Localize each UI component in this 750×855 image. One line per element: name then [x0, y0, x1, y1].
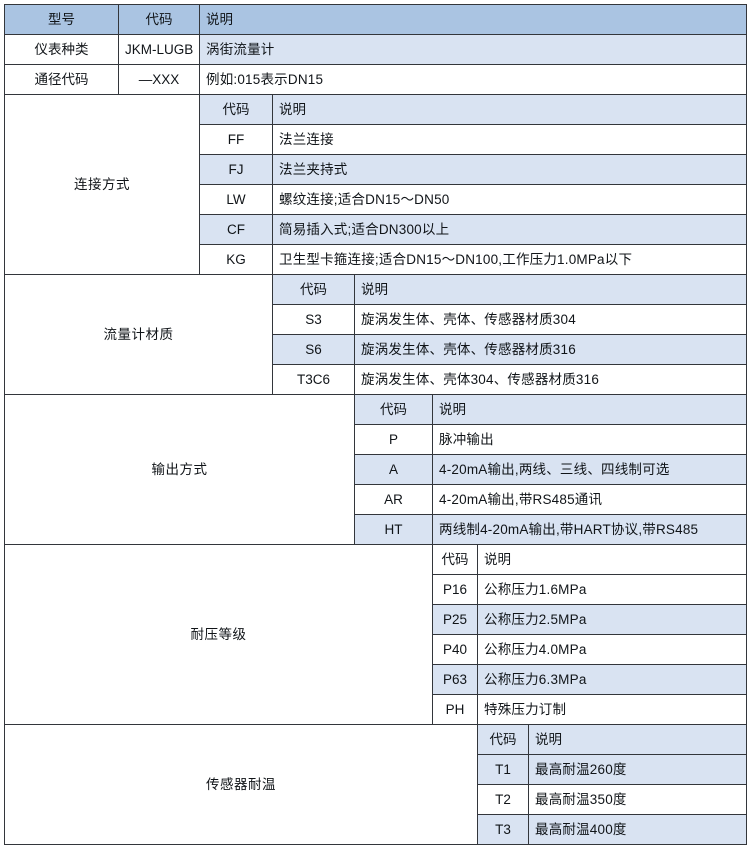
- row-desc: 涡街流量计: [198, 34, 748, 65]
- row-desc: 最高耐温350度: [527, 784, 748, 815]
- row-desc: 旋涡发生体、壳体、传感器材质304: [353, 304, 748, 335]
- row-code: AR: [354, 484, 433, 515]
- row-desc: 法兰夹持式: [271, 154, 748, 185]
- table-row: P25 公称压力2.5MPa: [5, 604, 748, 635]
- row-code: S6: [272, 334, 355, 365]
- group-label-4: 耐压等级: [4, 544, 433, 725]
- group-subheader-desc: 说明: [431, 394, 748, 425]
- table-row: T3 最高耐温400度: [5, 814, 748, 845]
- row-desc: 特殊压力订制: [476, 694, 748, 725]
- row-desc: 4-20mA输出,两线、三线、四线制可选: [431, 454, 748, 485]
- group-label-1: 连接方式: [4, 94, 200, 275]
- group-subheader-code: 代码: [272, 274, 355, 305]
- row-code: P25: [432, 604, 478, 635]
- row-code: PH: [432, 694, 478, 725]
- row-code: JKM-LUGB: [118, 34, 200, 65]
- group-subheader-desc: 说明: [271, 94, 748, 125]
- row-desc: 公称压力4.0MPa: [476, 634, 748, 665]
- header-desc: 说明: [198, 4, 748, 35]
- row-code: —XXX: [118, 64, 200, 95]
- row-code: LW: [199, 184, 273, 215]
- group-header-row: 流量计材质 代码 说明: [4, 274, 748, 395]
- row-code: T3: [477, 814, 529, 845]
- group-subheader-code: 代码: [432, 544, 478, 575]
- table-row: AR 4-20mA输出,带RS485通讯: [5, 484, 748, 515]
- row-code: FJ: [199, 154, 273, 185]
- table-row: 通径代码 —XXX 例如:015表示DN15: [4, 64, 748, 95]
- model-selection-table: 型号 代码 说明 仪表种类 JKM-LUGB 涡街流量计 通径代码 —XXX 例如:015表示D…: [4, 4, 748, 845]
- row-code: P63: [432, 664, 478, 695]
- group-subheader-code: 代码: [199, 94, 273, 125]
- row-code: T2: [477, 784, 529, 815]
- row-desc: 卫生型卡箍连接;适合DN15～DN100,工作压力1.0MPa以下: [271, 244, 748, 275]
- table-row: LW 螺纹连接;适合DN15～DN50: [5, 184, 748, 215]
- table-header-row: 型号 代码 说明: [4, 4, 748, 35]
- table-row: KG 卫生型卡箍连接;适合DN15～DN100,工作压力1.0MPa以下: [5, 244, 748, 275]
- row-desc: 旋涡发生体、壳体304、传感器材质316: [353, 364, 748, 395]
- table-row: 仪表种类 JKM-LUGB 涡街流量计: [4, 34, 748, 65]
- row-desc: 公称压力6.3MPa: [476, 664, 748, 695]
- table-row: PH 特殊压力订制: [5, 694, 748, 725]
- header-model: 型号: [4, 4, 119, 35]
- table-body: 型号 代码 说明 仪表种类 JKM-LUGB 涡街流量计 通径代码 —XXX 例如:015表示D…: [4, 4, 748, 845]
- row-code: P40: [432, 634, 478, 665]
- row-desc: 公称压力1.6MPa: [476, 574, 748, 605]
- group-label-5: 传感器耐温: [4, 724, 478, 845]
- table-row: T3C6 旋涡发生体、壳体304、传感器材质316: [5, 364, 748, 395]
- row-desc: 两线制4-20mA输出,带HART协议,带RS485: [431, 514, 748, 545]
- table-row: A 4-20mA输出,两线、三线、四线制可选: [5, 454, 748, 485]
- group-subheader-code: 代码: [354, 394, 433, 425]
- table-row: P16 公称压力1.6MPa: [5, 574, 748, 605]
- group-subheader-desc: 说明: [476, 544, 748, 575]
- row-desc: 螺纹连接;适合DN15～DN50: [271, 184, 748, 215]
- table-row: FJ 法兰夹持式: [5, 154, 748, 185]
- row-desc: 例如:015表示DN15: [198, 64, 748, 95]
- row-desc: 最高耐温260度: [527, 754, 748, 785]
- row-desc: 最高耐温400度: [527, 814, 748, 845]
- row-desc: 简易插入式;适合DN300以上: [271, 214, 748, 245]
- table-row: CF 简易插入式;适合DN300以上: [5, 214, 748, 245]
- table-row: P 脉冲输出: [5, 424, 748, 455]
- group-header-row: 输出方式 代码 说明: [4, 394, 748, 545]
- group-header-row: 传感器耐温 代码 说明: [4, 724, 748, 845]
- group-label-2: 流量计材质: [4, 274, 273, 395]
- group-subheader-desc: 说明: [527, 724, 748, 755]
- group-subheader-code: 代码: [477, 724, 529, 755]
- group-label-3: 输出方式: [4, 394, 355, 545]
- row-desc: 4-20mA输出,带RS485通讯: [431, 484, 748, 515]
- group-header-row: 耐压等级 代码 说明: [4, 544, 748, 725]
- row-code: KG: [199, 244, 273, 275]
- row-code: S3: [272, 304, 355, 335]
- header-code: 代码: [118, 4, 200, 35]
- row-code: T3C6: [272, 364, 355, 395]
- row-code: T1: [477, 754, 529, 785]
- row-code: P: [354, 424, 433, 455]
- row-code: FF: [199, 124, 273, 155]
- row-label: 仪表种类: [4, 34, 119, 65]
- group-header-row: 连接方式 代码 说明: [4, 94, 748, 275]
- row-desc: 脉冲输出: [431, 424, 748, 455]
- table-row: T2 最高耐温350度: [5, 784, 748, 815]
- table-row: HT 两线制4-20mA输出,带HART协议,带RS485: [5, 514, 748, 545]
- table-row: P63 公称压力6.3MPa: [5, 664, 748, 695]
- row-desc: 法兰连接: [271, 124, 748, 155]
- row-code: CF: [199, 214, 273, 245]
- table-row: S6 旋涡发生体、壳体、传感器材质316: [5, 334, 748, 365]
- row-code: P16: [432, 574, 478, 605]
- row-desc: 旋涡发生体、壳体、传感器材质316: [353, 334, 748, 365]
- row-label: 通径代码: [4, 64, 119, 95]
- row-code: HT: [354, 514, 433, 545]
- group-subheader-desc: 说明: [353, 274, 748, 305]
- row-code: A: [354, 454, 433, 485]
- row-desc: 公称压力2.5MPa: [476, 604, 748, 635]
- table-row: T1 最高耐温260度: [5, 754, 748, 785]
